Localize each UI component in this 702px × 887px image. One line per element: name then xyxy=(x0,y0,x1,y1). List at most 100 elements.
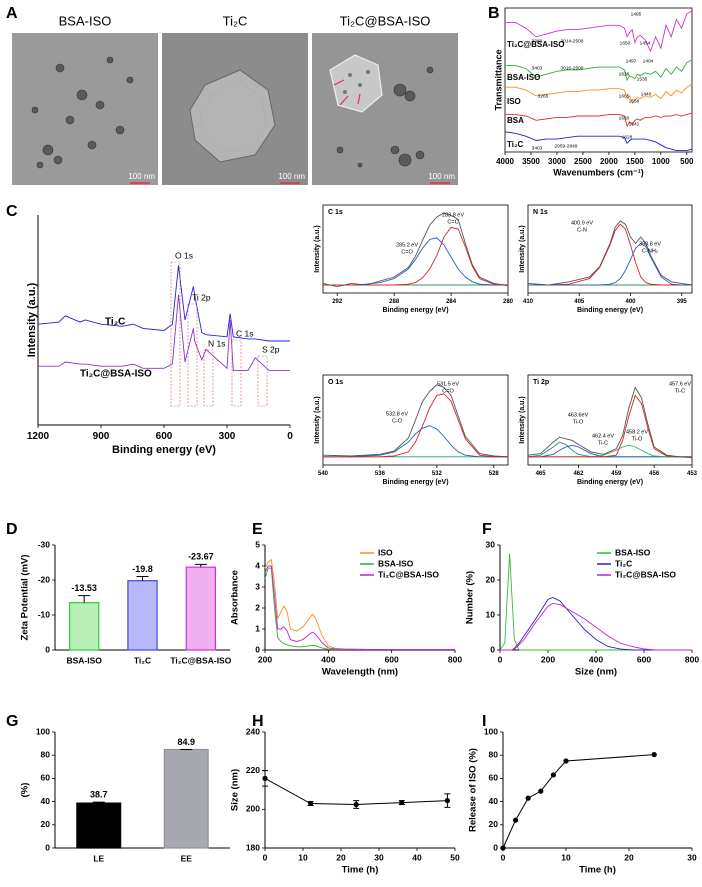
series-label: Ti₂C@BSA-ISO xyxy=(507,40,564,49)
x-tick-label: Ti₂C xyxy=(134,655,151,665)
chart: C 1200 900 600 300 0 Binding energy (eV) Intens… xyxy=(6,203,293,456)
annotation: Ti-O xyxy=(632,436,643,442)
scale-bar-label: 100 nm xyxy=(428,172,455,181)
series-line xyxy=(505,112,693,128)
value-label: -13.53 xyxy=(71,583,97,593)
panel-letter: E xyxy=(252,521,263,538)
x-tick-label: EE xyxy=(181,853,193,863)
error-bar xyxy=(136,576,149,581)
peak-box xyxy=(203,349,214,407)
image-label: BSA-ISO xyxy=(59,13,112,28)
series-line xyxy=(527,386,693,459)
y-axis-label: Intensity (a.u.) xyxy=(26,282,38,357)
panel-title: O 1s xyxy=(328,379,343,386)
x-tick-label: 410 xyxy=(523,299,534,305)
legend-label: Ti₂C@BSA-ISO xyxy=(615,569,676,579)
bar xyxy=(163,748,209,849)
tem-image: 100 nm xyxy=(12,33,158,185)
x-tick-label: 200 xyxy=(258,655,272,665)
annotation: 400.9 eV xyxy=(571,220,593,226)
value-label: -19.8 xyxy=(132,564,153,574)
panel-letter: I xyxy=(482,713,486,730)
peak-box xyxy=(231,339,242,407)
annotation: 398.8 eV xyxy=(639,241,661,247)
series-line xyxy=(505,10,693,53)
annotation: 3010-2500 xyxy=(561,65,584,71)
y-axis-label: Zeta Potential (mV) xyxy=(19,554,30,640)
annotation: 463.6eV xyxy=(568,412,589,418)
y-tick-label: 40 xyxy=(41,796,51,806)
series-line xyxy=(527,220,693,286)
series-line xyxy=(505,83,693,104)
annotation: 3380 xyxy=(532,38,543,44)
chart: N 1s 410 405 400 395 Binding energy (eV) Inten… xyxy=(519,204,693,314)
panel-title: C 1s xyxy=(328,209,343,216)
y-tick-label: 80 xyxy=(41,749,51,759)
series-line xyxy=(528,394,692,458)
x-tick-label: 20 xyxy=(336,853,346,863)
x-axis-label: Time (h) xyxy=(342,865,379,876)
annotation: S 2p xyxy=(262,344,280,354)
annotation: 1440 xyxy=(641,91,652,97)
point xyxy=(513,817,519,823)
plot-frame xyxy=(527,204,693,294)
series-line xyxy=(38,294,290,371)
image-label: Ti₂C xyxy=(223,13,248,28)
series-line xyxy=(264,567,455,651)
y-tick-label: 60 xyxy=(489,773,499,783)
y-tick-label: 20 xyxy=(41,819,51,829)
annotation: 2959-2849 xyxy=(555,143,578,149)
series-line xyxy=(323,425,508,458)
chart: H 0 10 20 30 40 50 180 200 220 240 Time (h) Size (nm… xyxy=(229,713,460,875)
x-tick-label: 1000 xyxy=(652,157,670,166)
x-tick-label: 284 xyxy=(446,299,457,305)
annotation: C=O xyxy=(401,249,413,255)
y-tick-label: 0 xyxy=(45,644,50,654)
x-tick-label: 532 xyxy=(432,471,443,477)
annotation: C-O xyxy=(392,418,403,424)
annotation: 1605 xyxy=(619,93,630,99)
x-tick-label: 20 xyxy=(624,853,634,863)
point xyxy=(500,845,506,851)
x-tick-label: 200 xyxy=(541,655,555,665)
point xyxy=(525,795,531,801)
series-label: BSA xyxy=(507,116,524,125)
series-line xyxy=(528,223,692,286)
legend-label: BSA-ISO xyxy=(615,547,651,557)
point xyxy=(444,798,450,804)
y-axis-label: Number (%) xyxy=(464,571,475,624)
annotation: 3403 xyxy=(532,145,543,151)
x-tick-label: 540 xyxy=(318,471,329,477)
chart: E 200 400 600 800 0 1 2 3 4 5 Wavelength (nm) Absorb… xyxy=(229,521,462,677)
x-tick-label: 536 xyxy=(375,471,386,477)
y-axis-label: Intensity (a.u.) xyxy=(519,225,526,272)
x-tick-label: 459 xyxy=(611,471,622,477)
x-tick-label: 400 xyxy=(321,655,335,665)
chart: Ti 2p 465 462 459 456 453 Binding energy (eV) I… xyxy=(519,374,698,486)
bar xyxy=(127,580,158,651)
chart: G 0 20 40 60 80 100 (%) 38.7 LE 84.9 EE xyxy=(6,713,230,863)
y-tick-label: 10 xyxy=(486,609,496,619)
y-axis-label: Intensity (a.u.) xyxy=(314,396,321,443)
series-line xyxy=(37,265,290,342)
x-tick-label: 400 xyxy=(625,299,636,305)
y-tick-label: 100 xyxy=(484,726,498,736)
annotation: C-N xyxy=(577,227,587,233)
series-line xyxy=(322,212,509,288)
annotation: C=O xyxy=(442,388,454,394)
annotation: C 1s xyxy=(236,328,253,338)
chart: C 1s 292 288 284 280 Binding energy (eV) Inten… xyxy=(314,204,514,314)
tem-image: 100 nm xyxy=(312,33,458,185)
peak-box xyxy=(187,303,198,407)
chart: F 0 200 400 600 800 0 10 20 30 Size (nm) Number (%)… xyxy=(464,521,699,677)
annotation: 1454 xyxy=(640,40,651,46)
annotation: 3265 xyxy=(538,93,549,99)
scale-bar-label: 100 nm xyxy=(128,172,155,181)
annotation: 458.2 eV xyxy=(626,429,648,435)
y-axis-label: Intensity (a.u.) xyxy=(519,396,526,443)
x-tick-label: 10 xyxy=(561,853,571,863)
y-tick-label: 4 xyxy=(255,560,260,570)
annotation: 462.4 eV xyxy=(592,433,614,439)
series-line xyxy=(323,237,508,286)
